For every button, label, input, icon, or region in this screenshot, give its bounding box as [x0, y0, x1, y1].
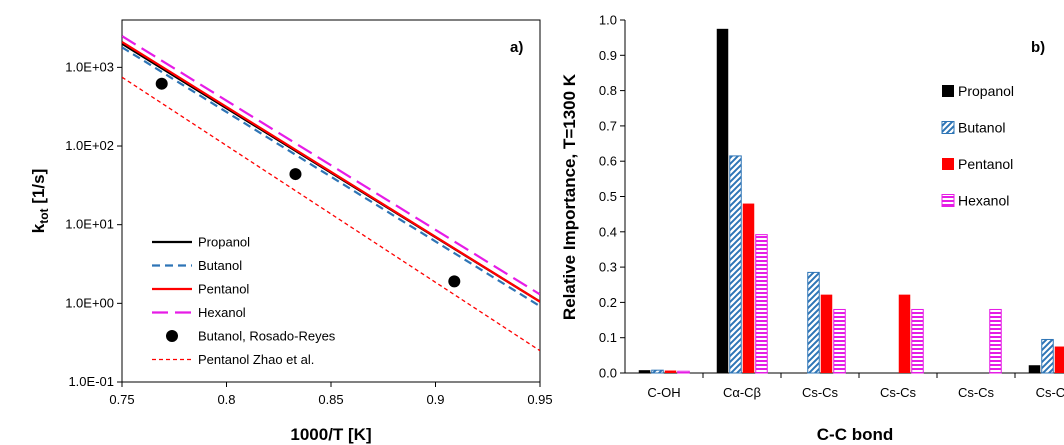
panel-label-b: b): [1031, 39, 1045, 56]
legend-a: Propanol Butanol Pentanol Hexanol Butanol, R…: [152, 235, 336, 367]
importance-chart: 0.0 0.1 0.2 0.3 0.4 0.5 0.6 0.7 0.8 0.9 1.0 C-OH Cα…: [560, 13, 1064, 444]
x-tick-label-a: 0.85: [318, 392, 343, 407]
bar-propanol: [1028, 365, 1041, 373]
category-label: Cs-Cs: [958, 385, 995, 400]
legend-label-a: Butanol, Rosado-Reyes: [198, 329, 336, 344]
x-tick-label-a: 0.75: [109, 392, 134, 407]
category-label: Cα-Cβ: [723, 385, 761, 400]
y-axis-title-b: Relative Importance, T=1300 K: [560, 73, 579, 320]
series-line-butanol: [122, 46, 540, 308]
bar-propanol: [638, 370, 651, 373]
legend-label-a: Propanol: [198, 235, 250, 250]
y-tick-label-a: 1.0E+02: [65, 138, 114, 153]
legend-label-a: Pentanol: [198, 282, 249, 297]
y-tick-label-b: 0.4: [599, 224, 617, 239]
y-axis-title-a: ktot [1/s]: [29, 169, 51, 233]
y-tick-label-b: 0.5: [599, 189, 617, 204]
y-tick-label-b: 0.2: [599, 295, 617, 310]
y-tick-label-b: 0.7: [599, 118, 617, 133]
legend-marker-a: [166, 330, 178, 342]
bar-pentanol: [1054, 346, 1064, 373]
bar-butanol: [651, 369, 664, 374]
bar-pentanol: [742, 203, 755, 373]
legend-swatch-b: [941, 194, 955, 207]
bar-pentanol: [820, 294, 833, 373]
series-line-hexanol: [122, 35, 540, 296]
bar-butanol: [729, 155, 742, 374]
panel-label-a: a): [510, 39, 523, 56]
legend-label-b: Propanol: [958, 83, 1014, 99]
legend-label-b: Pentanol: [958, 156, 1013, 172]
legend-label-a: Hexanol: [198, 305, 246, 320]
category-label: Cs-Cp: [1036, 385, 1064, 400]
y-tick-label-b: 0.8: [599, 83, 617, 98]
legend-b: Propanol Butanol Pentanol Hexanol: [941, 83, 1014, 209]
x-axis-title-b: C-C bond: [817, 425, 893, 444]
bar-hexanol: [833, 308, 846, 374]
bar-hexanol: [755, 234, 768, 374]
bar-pentanol: [898, 294, 911, 373]
category-label: Cs-Cs: [880, 385, 917, 400]
y-tick-label-a: 1.0E-01: [68, 374, 114, 389]
y-tick-label-b: 0.0: [599, 366, 617, 381]
bar-butanol: [807, 271, 820, 374]
bar-hexanol: [677, 370, 690, 374]
legend-swatch-b: [941, 121, 955, 134]
series-line-pentanol-zhao-et-al: [122, 76, 540, 352]
y-tick-label-b: 0.6: [599, 154, 617, 169]
legend-label-b: Butanol: [958, 120, 1005, 136]
bar-butanol: [1041, 338, 1054, 374]
y-tick-label-a: 1.0E+01: [65, 217, 114, 232]
x-axis-title-a: 1000/T [K]: [290, 425, 371, 444]
legend-label-a: Pentanol Zhao et al.: [198, 352, 314, 367]
data-point-butanol-rosado-reyes: [289, 168, 302, 181]
category-label: C-OH: [647, 385, 680, 400]
category-label: Cs-Cs: [802, 385, 839, 400]
legend-label-a: Butanol: [198, 258, 242, 273]
bar-pentanol: [664, 370, 677, 373]
bar-hexanol: [911, 308, 924, 374]
y-tick-label-b: 1.0: [599, 13, 617, 28]
y-tick-label-a: 1.0E+00: [65, 295, 114, 310]
x-tick-label-a: 0.9: [426, 392, 444, 407]
bar-hexanol: [989, 308, 1002, 374]
x-tick-label-a: 0.95: [527, 392, 552, 407]
data-point-butanol-rosado-reyes: [155, 77, 168, 90]
x-tick-label-a: 0.8: [217, 392, 235, 407]
legend-label-b: Hexanol: [958, 193, 1009, 209]
y-tick-label-b: 0.9: [599, 48, 617, 63]
legend-swatch-b: [942, 158, 954, 170]
y-tick-label-b: 0.1: [599, 330, 617, 345]
y-tick-label-a: 1.0E+03: [65, 59, 114, 74]
kinetics-chart: 0.75 0.8 0.85 0.9 0.95 1.0E-01 1.0E+00 1.0E+01…: [29, 19, 553, 444]
series-line-pentanol: [122, 41, 540, 303]
bar-propanol: [716, 28, 729, 373]
legend-swatch-b: [942, 85, 954, 97]
data-point-butanol-rosado-reyes: [448, 275, 461, 288]
y-tick-label-b: 0.3: [599, 260, 617, 275]
